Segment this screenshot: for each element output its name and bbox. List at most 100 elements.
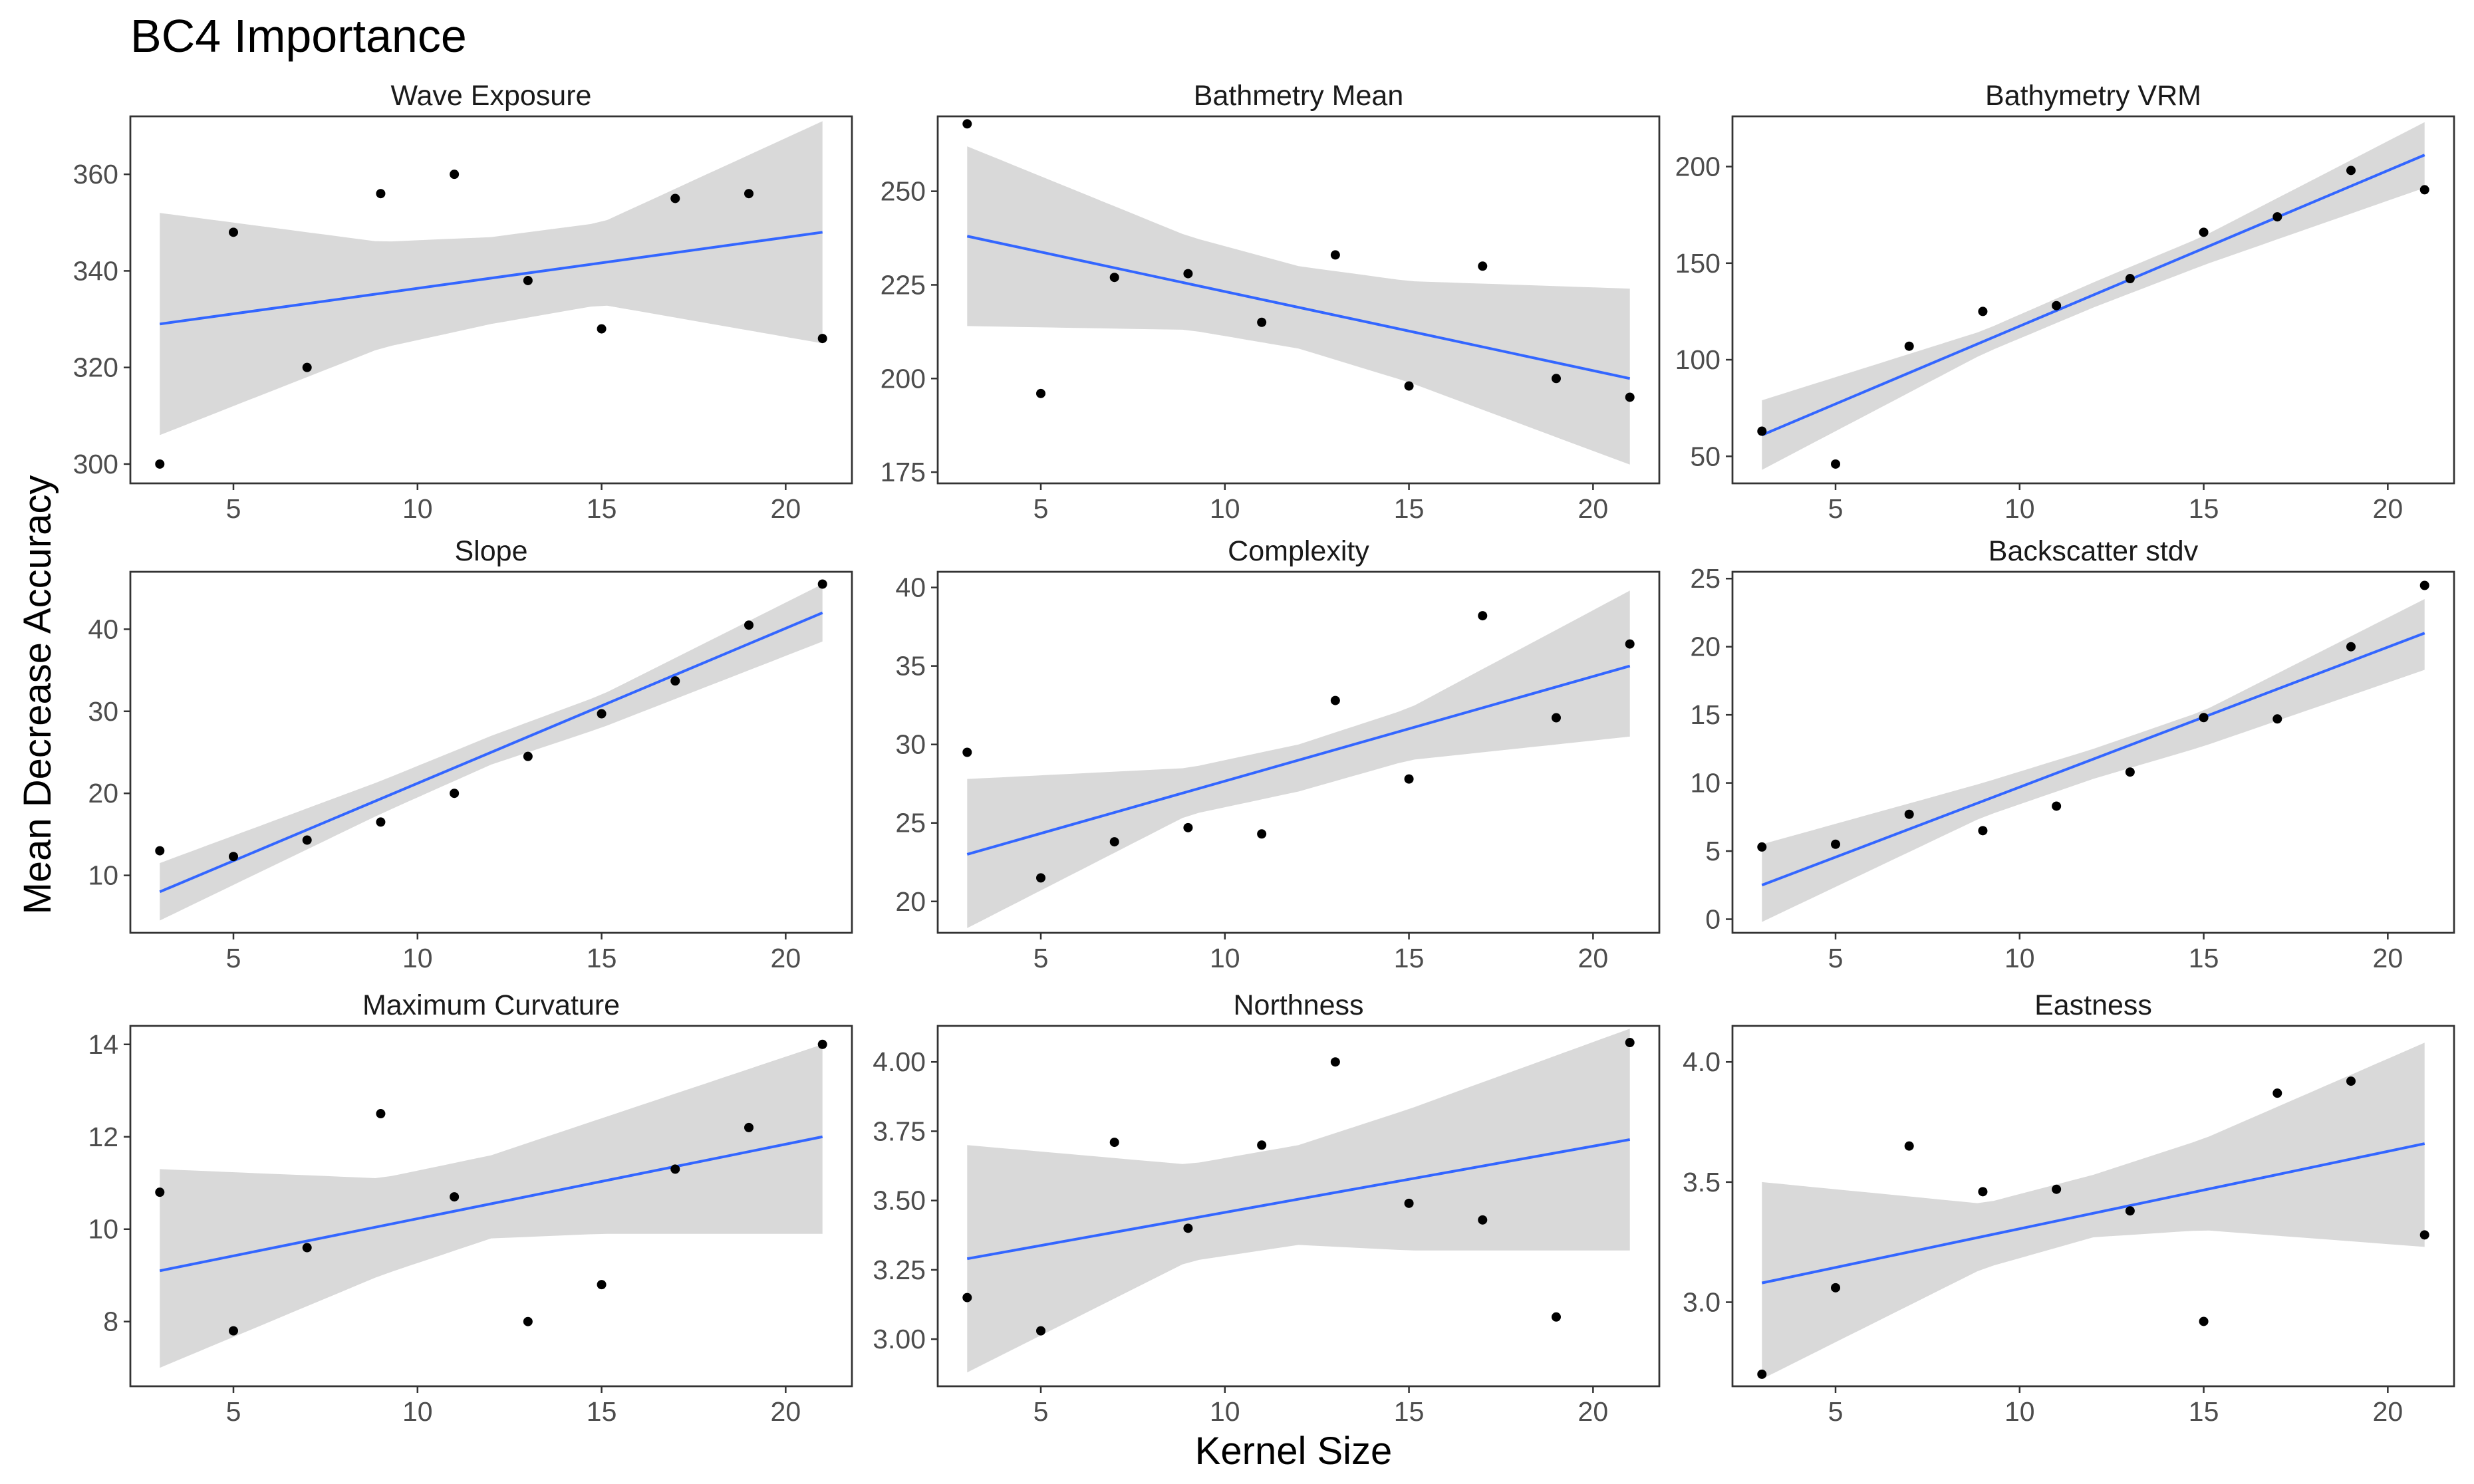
regression-line xyxy=(159,611,823,894)
y-tick-label: 10 xyxy=(88,1214,118,1245)
data-point xyxy=(670,676,680,686)
data-point xyxy=(1904,341,1914,351)
data-point xyxy=(2346,642,2356,652)
y-tick-label: 40 xyxy=(895,572,926,603)
regression-line xyxy=(966,235,1631,380)
data-point xyxy=(1109,837,1119,847)
x-tick-label: 10 xyxy=(2004,493,2035,524)
x-tick-label: 15 xyxy=(2189,943,2219,973)
panel-title: Slope xyxy=(455,535,528,567)
data-point xyxy=(597,324,607,334)
y-tick-label: 200 xyxy=(881,363,926,394)
data-point xyxy=(1757,426,1767,436)
y-tick-label: 10 xyxy=(1690,768,1720,799)
data-point xyxy=(302,835,312,845)
x-tick-label: 10 xyxy=(402,943,433,973)
panel-title: Backscatter stdv xyxy=(1989,535,2199,567)
data-point xyxy=(1036,388,1045,398)
data-point xyxy=(670,1164,680,1174)
x-tick-label: 5 xyxy=(226,1396,241,1427)
regression-line xyxy=(966,664,1631,856)
x-tick-label: 20 xyxy=(1578,493,1609,524)
confidence-band xyxy=(1762,1043,2425,1380)
y-tick-label: 360 xyxy=(73,159,118,189)
y-tick-label: 30 xyxy=(88,696,118,727)
x-tick-label: 20 xyxy=(1578,1396,1609,1427)
data-point xyxy=(376,817,386,827)
panel-border xyxy=(129,570,853,934)
data-point xyxy=(1330,695,1340,705)
x-tick-label: 5 xyxy=(1828,493,1844,524)
y-tick-label: 25 xyxy=(1690,563,1720,594)
data-point xyxy=(1036,873,1045,883)
x-tick-label: 15 xyxy=(587,1396,617,1427)
data-point xyxy=(523,751,533,761)
data-point xyxy=(2199,713,2209,723)
y-tick-label: 320 xyxy=(73,352,118,383)
y-tick-label: 14 xyxy=(88,1029,118,1060)
y-tick-label: 50 xyxy=(1690,441,1720,471)
data-point xyxy=(1404,774,1414,784)
panel-4: Slope 5 10 15 20 10 20 30 40 xyxy=(88,535,853,973)
data-point xyxy=(229,227,238,237)
y-tick-label: 100 xyxy=(1675,344,1720,375)
panel-title: Northness xyxy=(1234,989,1364,1021)
data-point xyxy=(1831,459,1840,469)
data-point xyxy=(1978,826,1988,836)
confidence-band xyxy=(967,146,1630,465)
data-point xyxy=(962,119,972,129)
data-point xyxy=(744,189,754,199)
data-point xyxy=(1330,250,1340,260)
y-tick-label: 3.5 xyxy=(1683,1167,1720,1197)
y-tick-label: 35 xyxy=(895,651,926,681)
regression-line xyxy=(966,1138,1631,1261)
data-point xyxy=(1831,1283,1840,1293)
y-tick-label: 150 xyxy=(1675,248,1720,279)
panel-5: Complexity 5 10 15 20 20 25 30 35 40 xyxy=(895,535,1661,973)
panel-2: Bathmetry Mean 5 10 15 20 175 200 225 250 xyxy=(881,80,1661,524)
x-tick-label: 20 xyxy=(2373,1396,2404,1427)
data-point xyxy=(450,789,460,799)
panel-7: Maximum Curvature 5 10 15 20 8 10 12 14 xyxy=(88,989,853,1427)
data-point xyxy=(1625,639,1635,649)
data-point xyxy=(155,846,165,856)
data-point xyxy=(817,579,827,589)
data-point xyxy=(597,1280,607,1290)
y-tick-label: 20 xyxy=(895,886,926,917)
y-tick-label: 3.75 xyxy=(873,1116,926,1146)
data-point xyxy=(2052,1184,2062,1194)
data-point xyxy=(2272,1088,2282,1098)
data-point xyxy=(2125,274,2135,284)
data-point xyxy=(1478,1215,1488,1225)
y-tick-label: 3.00 xyxy=(873,1324,926,1354)
x-tick-label: 15 xyxy=(2189,493,2219,524)
data-point xyxy=(302,362,312,372)
x-tick-label: 15 xyxy=(2189,1396,2219,1427)
data-point xyxy=(1904,1141,1914,1151)
data-point xyxy=(1109,1138,1119,1148)
panel-border xyxy=(1731,1025,2455,1388)
data-point xyxy=(1757,842,1767,852)
regression-line xyxy=(1761,1142,2425,1285)
data-point xyxy=(962,747,972,757)
y-tick-label: 12 xyxy=(88,1122,118,1152)
panel-8: Northness 5 10 15 20 3.00 3.25 3.50 3.75 4.00 xyxy=(873,989,1661,1427)
y-tick-label: 200 xyxy=(1675,152,1720,182)
y-tick-label: 8 xyxy=(103,1306,118,1337)
data-point xyxy=(744,1122,754,1132)
y-tick-label: 20 xyxy=(1690,632,1720,662)
panel-border xyxy=(129,115,853,485)
y-tick-label: 250 xyxy=(881,176,926,207)
panel-title: Bathymetry VRM xyxy=(1985,80,2201,112)
data-point xyxy=(376,1109,386,1119)
regression-line xyxy=(1761,632,2425,887)
regression-line xyxy=(159,1135,823,1273)
y-tick-label: 4.00 xyxy=(873,1047,926,1077)
data-point xyxy=(2272,714,2282,724)
x-tick-label: 15 xyxy=(1394,1396,1425,1427)
panel-title: Eastness xyxy=(2034,989,2152,1021)
x-tick-label: 15 xyxy=(587,493,617,524)
data-point xyxy=(1478,261,1488,271)
panel-border xyxy=(936,570,1661,934)
